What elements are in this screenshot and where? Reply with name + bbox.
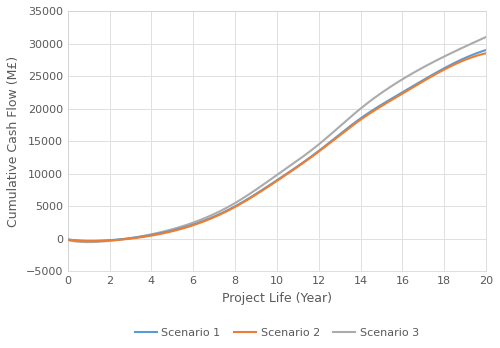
Scenario 1 bbox=[292, 166, 298, 170]
Scenario 1 bbox=[64, 237, 70, 242]
Scenario 2 bbox=[266, 183, 272, 188]
Scenario 3 bbox=[314, 143, 320, 148]
Scenario 2 bbox=[474, 54, 480, 58]
Scenario 2 bbox=[314, 150, 320, 155]
Scenario 2 bbox=[264, 185, 270, 189]
Y-axis label: Cumulative Cash Flow (M£): Cumulative Cash Flow (M£) bbox=[7, 56, 20, 227]
Scenario 3 bbox=[408, 72, 414, 76]
Scenario 3 bbox=[86, 240, 91, 244]
Scenario 3 bbox=[474, 39, 480, 43]
Line: Scenario 3: Scenario 3 bbox=[68, 37, 486, 242]
Scenario 1 bbox=[266, 183, 272, 187]
Scenario 3 bbox=[264, 180, 270, 184]
Scenario 1 bbox=[474, 51, 480, 55]
Line: Scenario 2: Scenario 2 bbox=[68, 53, 486, 241]
Scenario 2 bbox=[483, 51, 489, 55]
Scenario 1 bbox=[88, 239, 94, 243]
Scenario 3 bbox=[64, 238, 70, 242]
Line: Scenario 1: Scenario 1 bbox=[68, 50, 486, 241]
Scenario 1 bbox=[314, 150, 320, 154]
X-axis label: Project Life (Year): Project Life (Year) bbox=[222, 292, 332, 305]
Legend: Scenario 1, Scenario 2, Scenario 3: Scenario 1, Scenario 2, Scenario 3 bbox=[130, 324, 424, 343]
Scenario 1 bbox=[408, 85, 414, 89]
Scenario 2 bbox=[88, 239, 94, 243]
Scenario 1 bbox=[483, 48, 489, 52]
Scenario 3 bbox=[266, 178, 272, 182]
Scenario 1 bbox=[264, 184, 270, 189]
Scenario 2 bbox=[408, 86, 414, 90]
Scenario 2 bbox=[292, 167, 298, 171]
Scenario 3 bbox=[292, 160, 298, 165]
Scenario 3 bbox=[483, 35, 489, 39]
Scenario 2 bbox=[64, 237, 70, 242]
